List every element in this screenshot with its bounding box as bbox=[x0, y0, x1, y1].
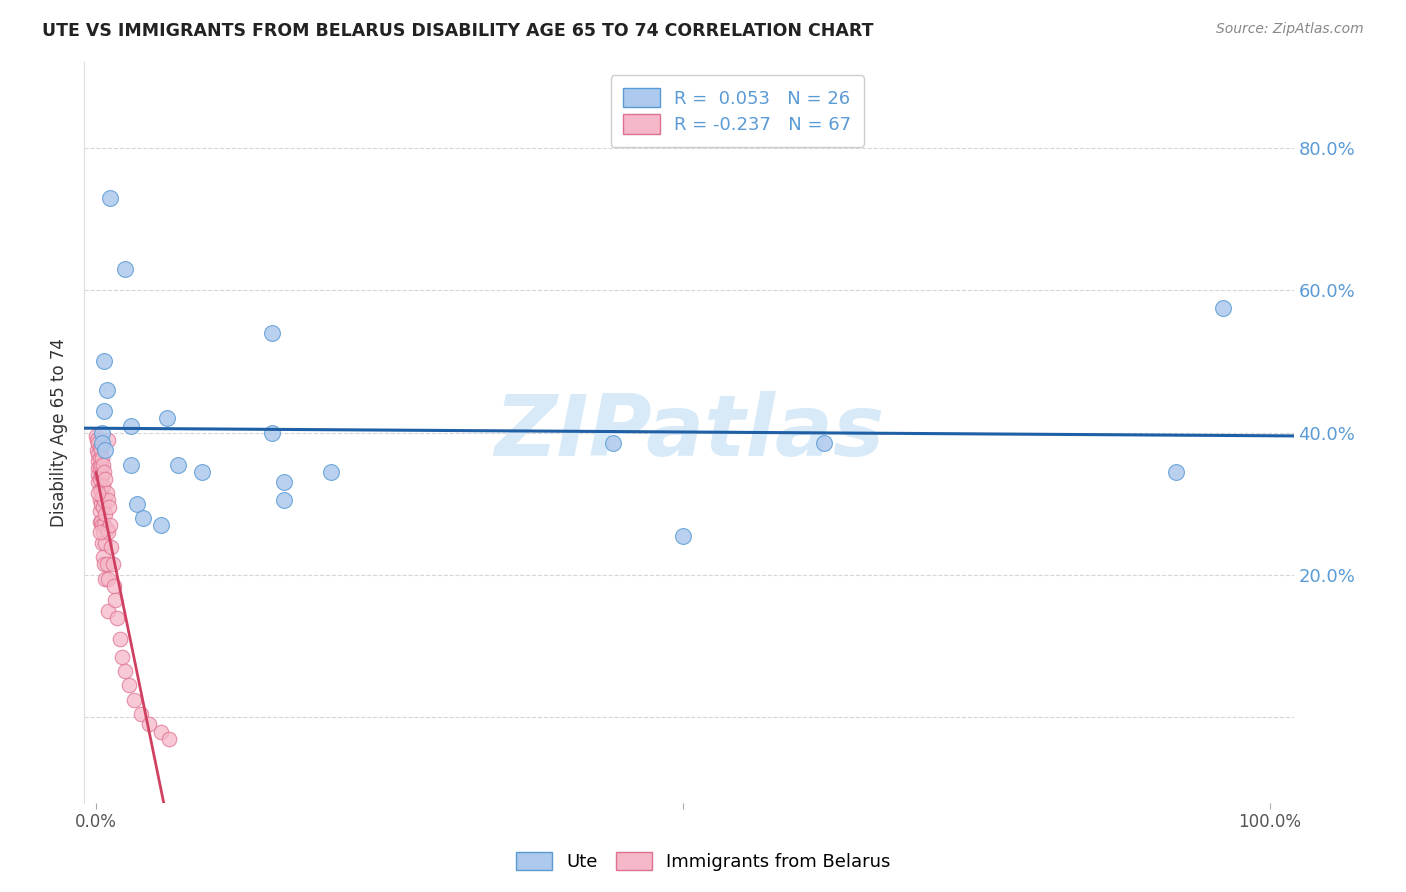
Point bbox=[319, 465, 342, 479]
Point bbox=[93, 404, 115, 418]
Point bbox=[97, 433, 120, 447]
Point bbox=[90, 483, 112, 497]
Point bbox=[90, 515, 112, 529]
Point bbox=[94, 472, 117, 486]
Point bbox=[89, 504, 111, 518]
Point bbox=[89, 493, 111, 508]
Point bbox=[97, 493, 120, 508]
Point bbox=[105, 610, 128, 624]
Point bbox=[98, 518, 121, 533]
Point bbox=[87, 486, 110, 500]
Point bbox=[602, 436, 624, 450]
Point bbox=[90, 443, 112, 458]
Point bbox=[97, 525, 120, 540]
Point bbox=[91, 479, 114, 493]
Point bbox=[149, 518, 172, 533]
Point bbox=[90, 458, 112, 472]
Point bbox=[100, 540, 122, 554]
Legend: Ute, Immigrants from Belarus: Ute, Immigrants from Belarus bbox=[509, 845, 897, 879]
Point bbox=[89, 440, 111, 454]
Point bbox=[813, 436, 835, 450]
Point bbox=[273, 493, 295, 508]
Point bbox=[120, 458, 142, 472]
Point bbox=[91, 525, 114, 540]
Point bbox=[114, 664, 136, 678]
Point bbox=[97, 572, 120, 586]
Text: Source: ZipAtlas.com: Source: ZipAtlas.com bbox=[1216, 22, 1364, 37]
Point bbox=[1212, 301, 1234, 315]
Point bbox=[94, 508, 117, 522]
Point bbox=[91, 450, 114, 465]
Point bbox=[93, 465, 115, 479]
Point bbox=[129, 706, 152, 721]
Point bbox=[87, 436, 110, 450]
Point bbox=[91, 425, 114, 440]
Point bbox=[114, 261, 136, 276]
Point bbox=[89, 450, 111, 465]
Point bbox=[101, 558, 124, 572]
Point bbox=[91, 536, 114, 550]
Point bbox=[157, 731, 180, 746]
Point bbox=[103, 579, 125, 593]
Point bbox=[94, 572, 117, 586]
Point bbox=[91, 458, 114, 472]
Point bbox=[90, 468, 112, 483]
Point bbox=[98, 500, 121, 515]
Point bbox=[262, 425, 284, 440]
Point bbox=[87, 475, 110, 490]
Point bbox=[96, 558, 118, 572]
Point bbox=[91, 468, 114, 483]
Point bbox=[89, 515, 111, 529]
Point bbox=[91, 436, 114, 450]
Point bbox=[96, 522, 118, 536]
Point bbox=[104, 593, 127, 607]
Point bbox=[89, 483, 111, 497]
Point bbox=[108, 632, 131, 646]
Point bbox=[87, 461, 110, 475]
Point bbox=[94, 443, 117, 458]
Point bbox=[91, 500, 114, 515]
Legend: R =  0.053   N = 26, R = -0.237   N = 67: R = 0.053 N = 26, R = -0.237 N = 67 bbox=[610, 75, 863, 146]
Point bbox=[672, 529, 695, 543]
Point bbox=[167, 458, 190, 472]
Point bbox=[87, 468, 110, 483]
Point bbox=[93, 354, 115, 368]
Point bbox=[97, 604, 120, 618]
Text: UTE VS IMMIGRANTS FROM BELARUS DISABILITY AGE 65 TO 74 CORRELATION CHART: UTE VS IMMIGRANTS FROM BELARUS DISABILIT… bbox=[42, 22, 873, 40]
Point bbox=[122, 692, 145, 706]
Point bbox=[190, 465, 212, 479]
Point bbox=[94, 536, 117, 550]
Point bbox=[111, 649, 134, 664]
Point bbox=[273, 475, 295, 490]
Point bbox=[93, 558, 115, 572]
Point bbox=[96, 383, 118, 397]
Point bbox=[127, 497, 149, 511]
Point bbox=[1166, 465, 1188, 479]
Point bbox=[89, 525, 111, 540]
Text: ZIPatlas: ZIPatlas bbox=[494, 391, 884, 475]
Point bbox=[87, 447, 110, 461]
Point bbox=[96, 486, 118, 500]
Point bbox=[91, 490, 114, 504]
Point bbox=[84, 429, 107, 443]
Point bbox=[120, 418, 142, 433]
Point bbox=[132, 511, 155, 525]
Point bbox=[89, 472, 111, 486]
Point bbox=[155, 411, 177, 425]
Point bbox=[91, 518, 114, 533]
Point bbox=[93, 493, 115, 508]
Point bbox=[93, 518, 115, 533]
Point bbox=[91, 550, 114, 565]
Point bbox=[118, 678, 141, 692]
Point bbox=[98, 191, 121, 205]
Point bbox=[149, 724, 172, 739]
Point bbox=[86, 443, 108, 458]
Point bbox=[90, 497, 112, 511]
Point bbox=[138, 717, 160, 731]
Point bbox=[262, 326, 284, 340]
Point bbox=[87, 454, 110, 468]
Y-axis label: Disability Age 65 to 74: Disability Age 65 to 74 bbox=[51, 338, 69, 527]
Point bbox=[89, 461, 111, 475]
Point bbox=[86, 433, 108, 447]
